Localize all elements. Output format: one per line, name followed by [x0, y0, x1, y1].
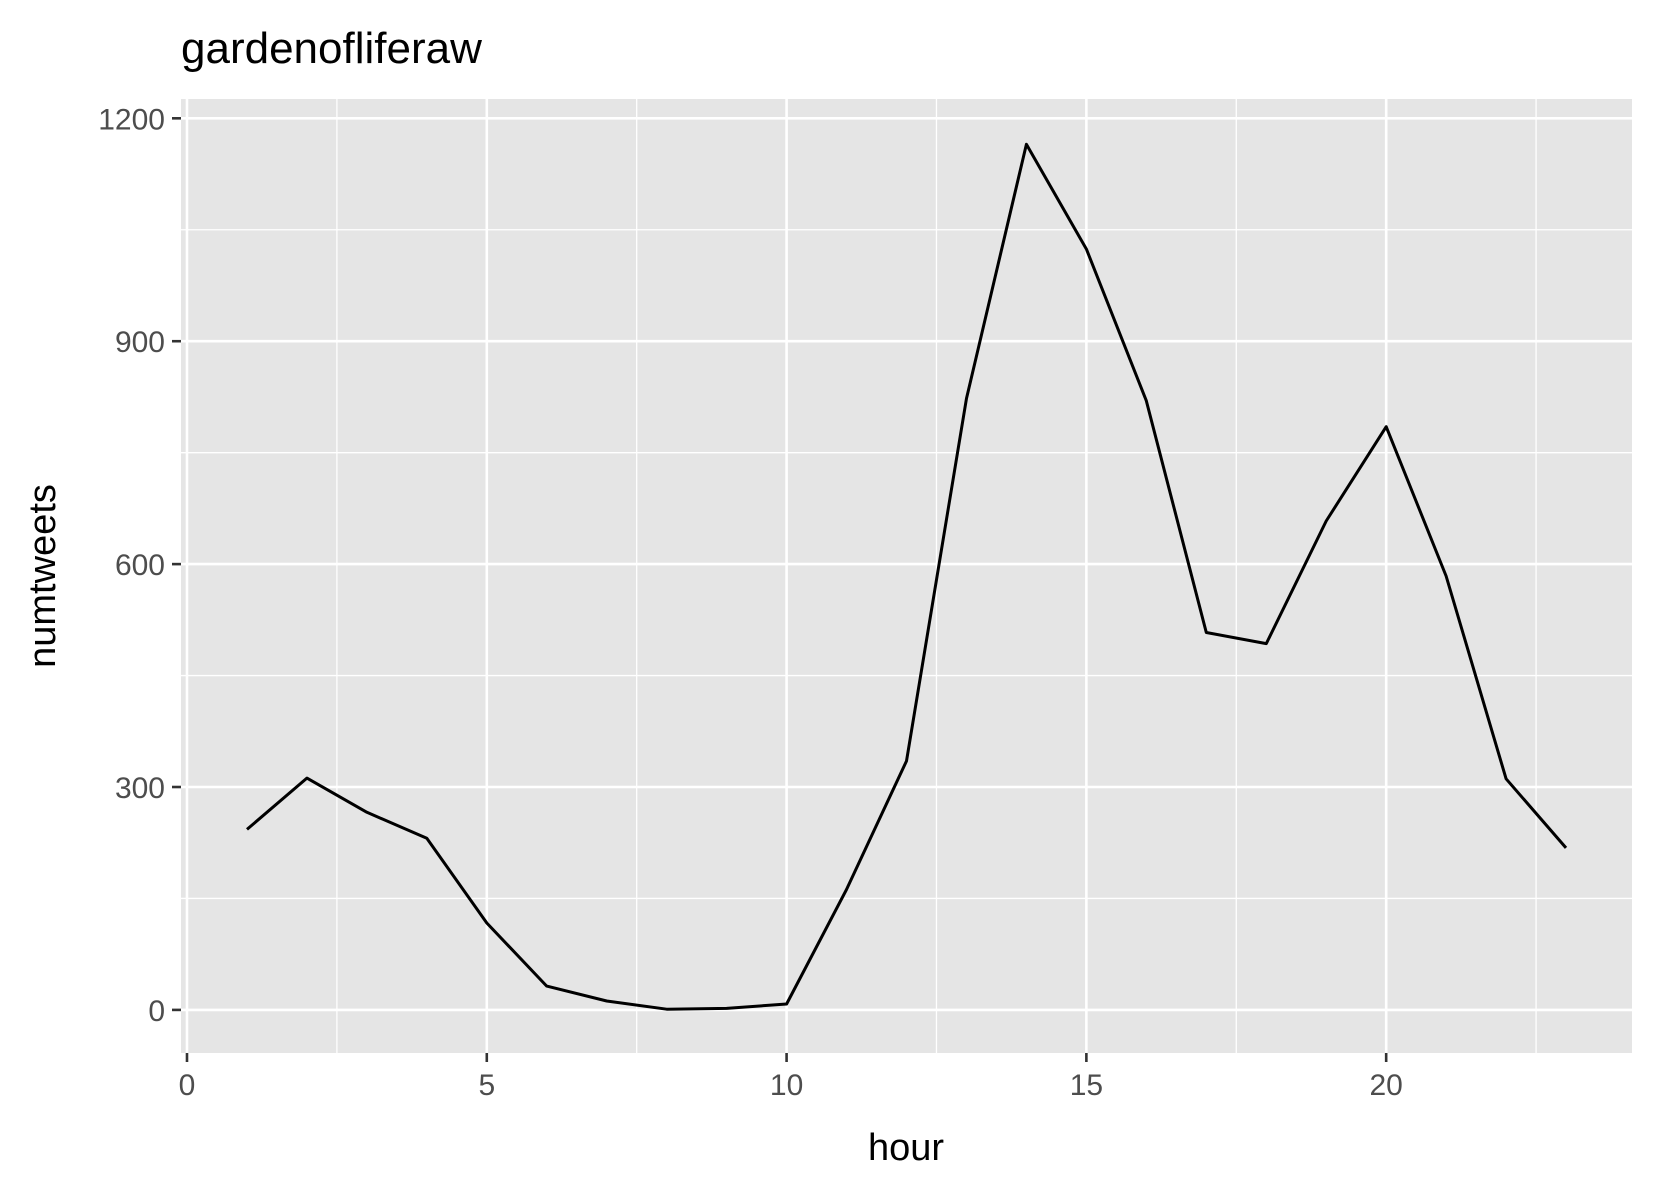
y-tick-label: 900 [115, 326, 165, 359]
panel-background [181, 99, 1632, 1053]
x-tick-label: 10 [770, 1069, 803, 1102]
x-axis-title: hour [868, 1127, 944, 1169]
y-axis-title: numtweets [22, 484, 64, 668]
x-tick-label: 20 [1369, 1069, 1402, 1102]
chart-title: gardenofliferaw [181, 24, 482, 73]
minor-gridlines [181, 99, 1632, 1053]
y-tick-label: 1200 [98, 103, 165, 136]
y-tick-label: 600 [115, 549, 165, 582]
y-axis: 0 300 600 900 1200 [98, 103, 181, 1028]
series-line [246, 142, 1568, 1011]
x-tick-label: 0 [179, 1069, 196, 1102]
major-gridlines [181, 99, 1632, 1053]
x-tick-label: 15 [1070, 1069, 1103, 1102]
y-tick-label: 300 [115, 772, 165, 805]
y-tick-label: 0 [148, 995, 165, 1028]
x-tick-label: 5 [478, 1069, 495, 1102]
x-axis: 0 5 10 15 20 [179, 1053, 1403, 1102]
